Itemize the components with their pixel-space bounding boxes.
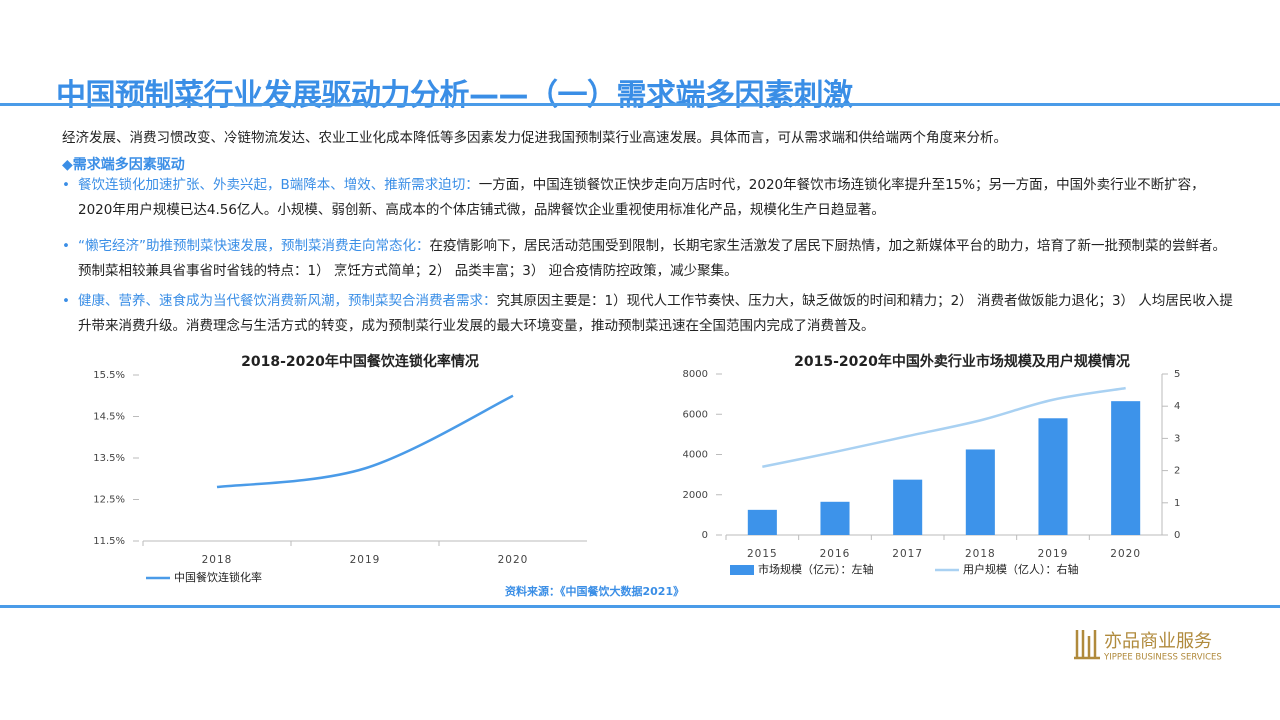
bar — [893, 479, 923, 535]
y2-tick-label: 2 — [1174, 466, 1180, 477]
legend-swatch — [730, 565, 754, 575]
y-tick-label: 15.5% — [93, 370, 125, 381]
y-tick-label: 0 — [702, 530, 708, 541]
y-tick-label: 8000 — [683, 369, 708, 380]
y-tick-label: 14.5% — [93, 412, 125, 423]
logo-english: YIPPEE BUSINESS SERVICES — [1103, 653, 1222, 663]
bullet: • “懒宅经济”助推预制菜快速发展，预制菜消费走向常态化：在疫情影响下，居民活动范… — [62, 238, 1226, 279]
y-tick-label: 12.5% — [93, 495, 125, 506]
intro: 经济发展、消费习惯改变、冷链物流发达、农业工业化成本降低等多因素发力促进我国预制… — [62, 130, 1007, 146]
legend-label: 市场规模（亿元）：左轴 — [758, 562, 874, 576]
x-tick-label: 2016 — [820, 548, 851, 560]
y2-tick-label: 4 — [1174, 401, 1180, 412]
y-tick-label: 13.5% — [93, 453, 125, 464]
bullet-lead: “懒宅经济”助推预制菜快速发展，预制菜消费走向常态化： — [78, 238, 430, 254]
bullet: • 餐饮连锁化加速扩张、外卖兴起，B端降本、增效、推新需求迫切：一方面，中国连锁餐… — [62, 177, 1205, 218]
x-tick-label: 2020 — [498, 554, 529, 566]
bullet-text: 一方面，中国连锁餐饮正快步走向万店时代，2020年餐饮市场连锁化率提升至15%；… — [78, 177, 1205, 218]
x-tick-label: 2019 — [1038, 548, 1069, 560]
chart-title: 2018-2020年中国餐饮连锁化率情况 — [241, 353, 479, 370]
slide-title: 中国预制菜行业发展驱动力分析——（一）需求端多因素刺激 — [56, 78, 853, 113]
y-tick-label: 4000 — [683, 450, 708, 461]
section-heading: ◆需求端多因素驱动 — [62, 157, 185, 173]
chart-title: 2015-2020年中国外卖行业市场规模及用户规模情况 — [794, 353, 1130, 370]
y2-tick-label: 3 — [1174, 433, 1180, 444]
x-tick-label: 2020 — [1110, 548, 1141, 560]
line — [762, 386, 1126, 468]
logo-name: 亦品商业服务 — [1104, 631, 1212, 652]
bullet-lead: 餐饮连锁化加速扩张、外卖兴起，B端降本、增效、推新需求迫切： — [78, 177, 479, 193]
bar — [1111, 401, 1141, 535]
bullet-text: 在疫情影响下，居民活动范围受到限制，长期宅家生活激发了居民下厨热情，加之新媒体平… — [78, 238, 1226, 279]
legend-label: 中国餐饮连锁化率 — [174, 570, 262, 584]
y2-tick-label: 5 — [1174, 369, 1180, 380]
bullet: • 健康、营养、速食成为当代餐饮消费新风潮，预制菜契合消费者需求：究其原因主要是：… — [62, 293, 1233, 334]
legend-label: 用户规模（亿人）：右轴 — [963, 562, 1079, 576]
logo: 亦品商业服务 YIPPEE BUSINESS SERVICES — [1074, 630, 1222, 663]
bar — [965, 449, 995, 535]
bar — [1038, 418, 1068, 535]
x-tick-label: 2018 — [202, 554, 233, 566]
y2-tick-label: 1 — [1174, 498, 1180, 509]
bar — [820, 501, 850, 535]
bar — [747, 509, 777, 535]
y-tick-label: 11.5% — [93, 536, 125, 547]
x-tick-label: 2017 — [892, 548, 923, 560]
y2-tick-label: 0 — [1174, 530, 1180, 541]
x-tick-label: 2018 — [965, 548, 996, 560]
footer-rule — [0, 605, 1280, 608]
source-note: 资料来源：《中国餐饮大数据2021》 — [505, 584, 684, 598]
bullet-lead: 健康、营养、速食成为当代餐饮消费新风潮，预制菜契合消费者需求： — [78, 293, 497, 309]
y-tick-label: 6000 — [683, 409, 708, 420]
bullet-text: 究其原因主要是：1）现代人工作节奏快、压力大，缺乏做饭的时间和精力；2） 消费者… — [78, 293, 1233, 334]
y-tick-label: 2000 — [683, 490, 708, 501]
title-rule — [0, 103, 1280, 106]
x-tick-label: 2019 — [350, 554, 381, 566]
logo-icon — [1074, 630, 1100, 660]
x-tick-label: 2015 — [747, 548, 778, 560]
line — [216, 394, 514, 489]
